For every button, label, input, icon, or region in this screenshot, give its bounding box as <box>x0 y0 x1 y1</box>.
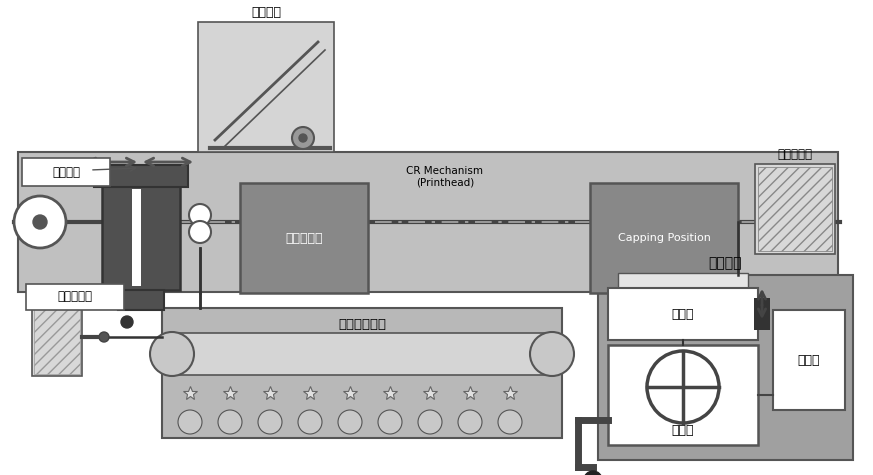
Text: 装纸机构: 装纸机构 <box>251 7 281 19</box>
Bar <box>755 164 835 254</box>
Circle shape <box>298 410 322 434</box>
Text: 字车电动机: 字车电动机 <box>778 148 813 161</box>
Bar <box>162 308 562 438</box>
Text: 走纸机械结构: 走纸机械结构 <box>338 317 386 331</box>
Bar <box>94 165 188 187</box>
Bar <box>618 273 748 289</box>
Circle shape <box>218 410 242 434</box>
Circle shape <box>299 134 307 142</box>
Text: 泵附件: 泵附件 <box>671 307 694 321</box>
Bar <box>754 298 770 330</box>
Circle shape <box>530 332 574 376</box>
Circle shape <box>150 332 194 376</box>
Circle shape <box>584 471 602 475</box>
Bar <box>172 333 552 375</box>
Circle shape <box>14 196 66 248</box>
Circle shape <box>292 127 314 149</box>
Circle shape <box>189 221 211 243</box>
Circle shape <box>338 410 362 434</box>
Circle shape <box>418 410 442 434</box>
Circle shape <box>498 410 522 434</box>
Bar <box>32 298 82 376</box>
Bar <box>608 288 758 340</box>
Circle shape <box>189 204 211 226</box>
Text: 字车单元: 字车单元 <box>52 165 80 179</box>
Bar <box>132 189 141 286</box>
Text: 泵机构: 泵机构 <box>671 425 694 437</box>
Text: 供墨系统: 供墨系统 <box>708 256 742 270</box>
Text: 字车锁: 字车锁 <box>798 353 821 367</box>
Circle shape <box>458 410 482 434</box>
Circle shape <box>121 316 133 328</box>
Circle shape <box>33 215 47 229</box>
Text: 进纸转换杆: 进纸转换杆 <box>285 231 323 245</box>
Bar <box>598 275 853 460</box>
Bar <box>590 183 738 293</box>
Text: 走纸电动机: 走纸电动机 <box>58 291 93 304</box>
Bar <box>26 284 124 310</box>
Bar <box>240 183 368 293</box>
Text: Capping Position: Capping Position <box>617 233 711 243</box>
Bar <box>118 290 164 310</box>
Circle shape <box>258 410 282 434</box>
Bar <box>18 152 838 292</box>
Circle shape <box>647 351 719 423</box>
Text: CR Mechanism
(Printhead): CR Mechanism (Printhead) <box>407 166 484 188</box>
Bar <box>22 158 110 186</box>
Bar <box>34 300 80 374</box>
Bar <box>773 310 845 410</box>
Bar <box>608 345 758 445</box>
Circle shape <box>99 332 109 342</box>
Bar <box>102 185 180 290</box>
Circle shape <box>178 410 202 434</box>
Bar <box>758 167 832 251</box>
Circle shape <box>378 410 402 434</box>
Bar <box>198 22 334 152</box>
